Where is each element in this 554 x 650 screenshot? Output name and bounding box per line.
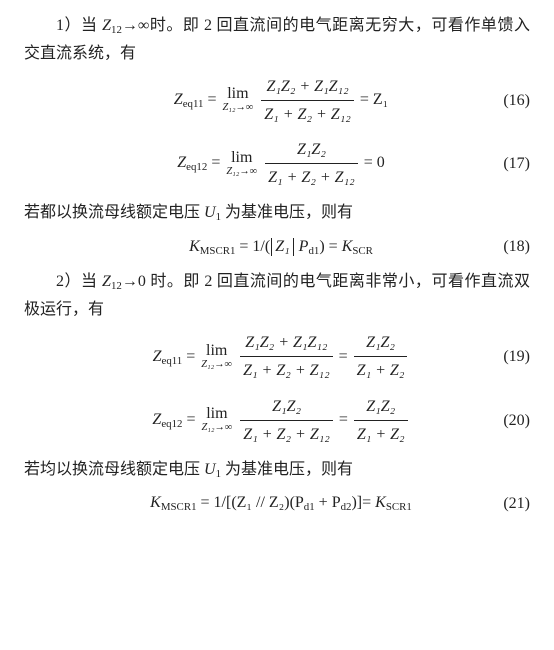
para-4: 若均以换流母线额定电压 U1 为基准电压，则有 [24,456,530,484]
equation-17: Zeq12 = limZ₁₂→∞ Z₁Z₂Z₁ + Z₂ + Z₁₂ = 0 [177,154,384,171]
equation-19: Zeq11 = limZ₁₂→∞ Z₁Z₂ + Z₁Z₁₂Z₁ + Z₂ + Z… [153,348,410,365]
equation-20: Zeq12 = limZ₁₂→∞ Z₁Z₂Z₁ + Z₂ + Z₁₂ = Z₁Z… [152,411,409,428]
u1-symbol-b: U1 [204,461,221,478]
equation-20-row: Zeq12 = limZ₁₂→∞ Z₁Z₂Z₁ + Z₂ + Z₁₂ = Z₁Z… [24,393,530,448]
equation-20-number: (20) [482,407,530,434]
equation-21-number: (21) [482,490,530,517]
para-2: 若都以换流母线额定电压 U1 为基准电压，则有 [24,199,530,227]
equation-19-row: Zeq11 = limZ₁₂→∞ Z₁Z₂ + Z₁Z₁₂Z₁ + Z₂ + Z… [24,329,530,384]
para-2b: 为基准电压，则有 [221,204,353,221]
equation-16: Zeq11 = limZ₁₂→∞ Z₁Z₂ + Z₁Z₁₂Z₁ + Z₂ + Z… [174,91,388,108]
equation-17-number: (17) [482,150,530,177]
para-4b: 为基准电压，则有 [221,461,353,478]
equation-18-number: (18) [482,233,530,260]
z12-symbol: Z12 [102,17,122,34]
para-1a: 1）当 [56,17,102,34]
u1-symbol-a: U1 [204,204,221,221]
para-3a: 2）当 [56,273,102,290]
page: 1）当 Z12→∞时。即 2 回直流间的电气距离无穷大，可看作单馈入交直流系统，… [0,0,554,541]
para-3: 2）当 Z12→0 时。即 2 回直流间的电气距离非常小，可看作直流双极运行，有 [24,268,530,323]
para-2a: 若都以换流母线额定电压 [24,204,204,221]
para-1: 1）当 Z12→∞时。即 2 回直流间的电气距离无穷大，可看作单馈入交直流系统，… [24,12,530,67]
equation-16-row: Zeq11 = limZ₁₂→∞ Z₁Z₂ + Z₁Z₁₂Z₁ + Z₂ + Z… [24,73,530,128]
equation-17-row: Zeq12 = limZ₁₂→∞ Z₁Z₂Z₁ + Z₂ + Z₁₂ = 0 (… [24,136,530,191]
z12-symbol-b: Z12 [102,273,122,290]
para-4a: 若均以换流母线额定电压 [24,461,204,478]
equation-18-row: KMSCR1 = 1/(Z₁ Pd1) = KSCR (18) [24,233,530,261]
equation-21: KMSCR1 = 1/[(Z₁ // Z₂)(Pd1 + Pd2)]= KSCR… [150,494,412,511]
equation-19-number: (19) [482,343,530,370]
equation-18: KMSCR1 = 1/(Z₁ Pd1) = KSCR [189,238,373,255]
equation-16-number: (16) [482,87,530,114]
equation-21-row: KMSCR1 = 1/[(Z₁ // Z₂)(Pd1 + Pd2)]= KSCR… [24,489,530,517]
